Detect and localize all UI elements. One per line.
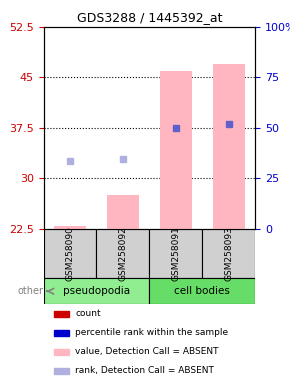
Text: GSM258093: GSM258093 xyxy=(224,226,233,281)
Text: count: count xyxy=(75,310,101,318)
FancyBboxPatch shape xyxy=(96,229,149,278)
Text: cell bodies: cell bodies xyxy=(174,286,230,296)
Title: GDS3288 / 1445392_at: GDS3288 / 1445392_at xyxy=(77,11,222,24)
Text: other: other xyxy=(17,286,44,296)
Bar xyxy=(54,349,69,355)
Bar xyxy=(54,330,69,336)
Bar xyxy=(54,226,86,229)
FancyBboxPatch shape xyxy=(149,278,255,305)
FancyBboxPatch shape xyxy=(202,229,255,278)
Text: percentile rank within the sample: percentile rank within the sample xyxy=(75,328,229,338)
FancyBboxPatch shape xyxy=(44,278,149,305)
Text: value, Detection Call = ABSENT: value, Detection Call = ABSENT xyxy=(75,347,219,356)
FancyBboxPatch shape xyxy=(149,229,202,278)
Text: pseudopodia: pseudopodia xyxy=(63,286,130,296)
Text: GSM258092: GSM258092 xyxy=(118,226,127,281)
Bar xyxy=(54,367,69,374)
Bar xyxy=(160,71,192,229)
Bar xyxy=(213,64,245,229)
Text: rank, Detection Call = ABSENT: rank, Detection Call = ABSENT xyxy=(75,366,214,375)
Bar xyxy=(54,311,69,317)
Text: GSM258090: GSM258090 xyxy=(66,226,75,281)
Text: GSM258091: GSM258091 xyxy=(171,226,180,281)
Bar xyxy=(107,195,139,229)
FancyBboxPatch shape xyxy=(44,229,96,278)
